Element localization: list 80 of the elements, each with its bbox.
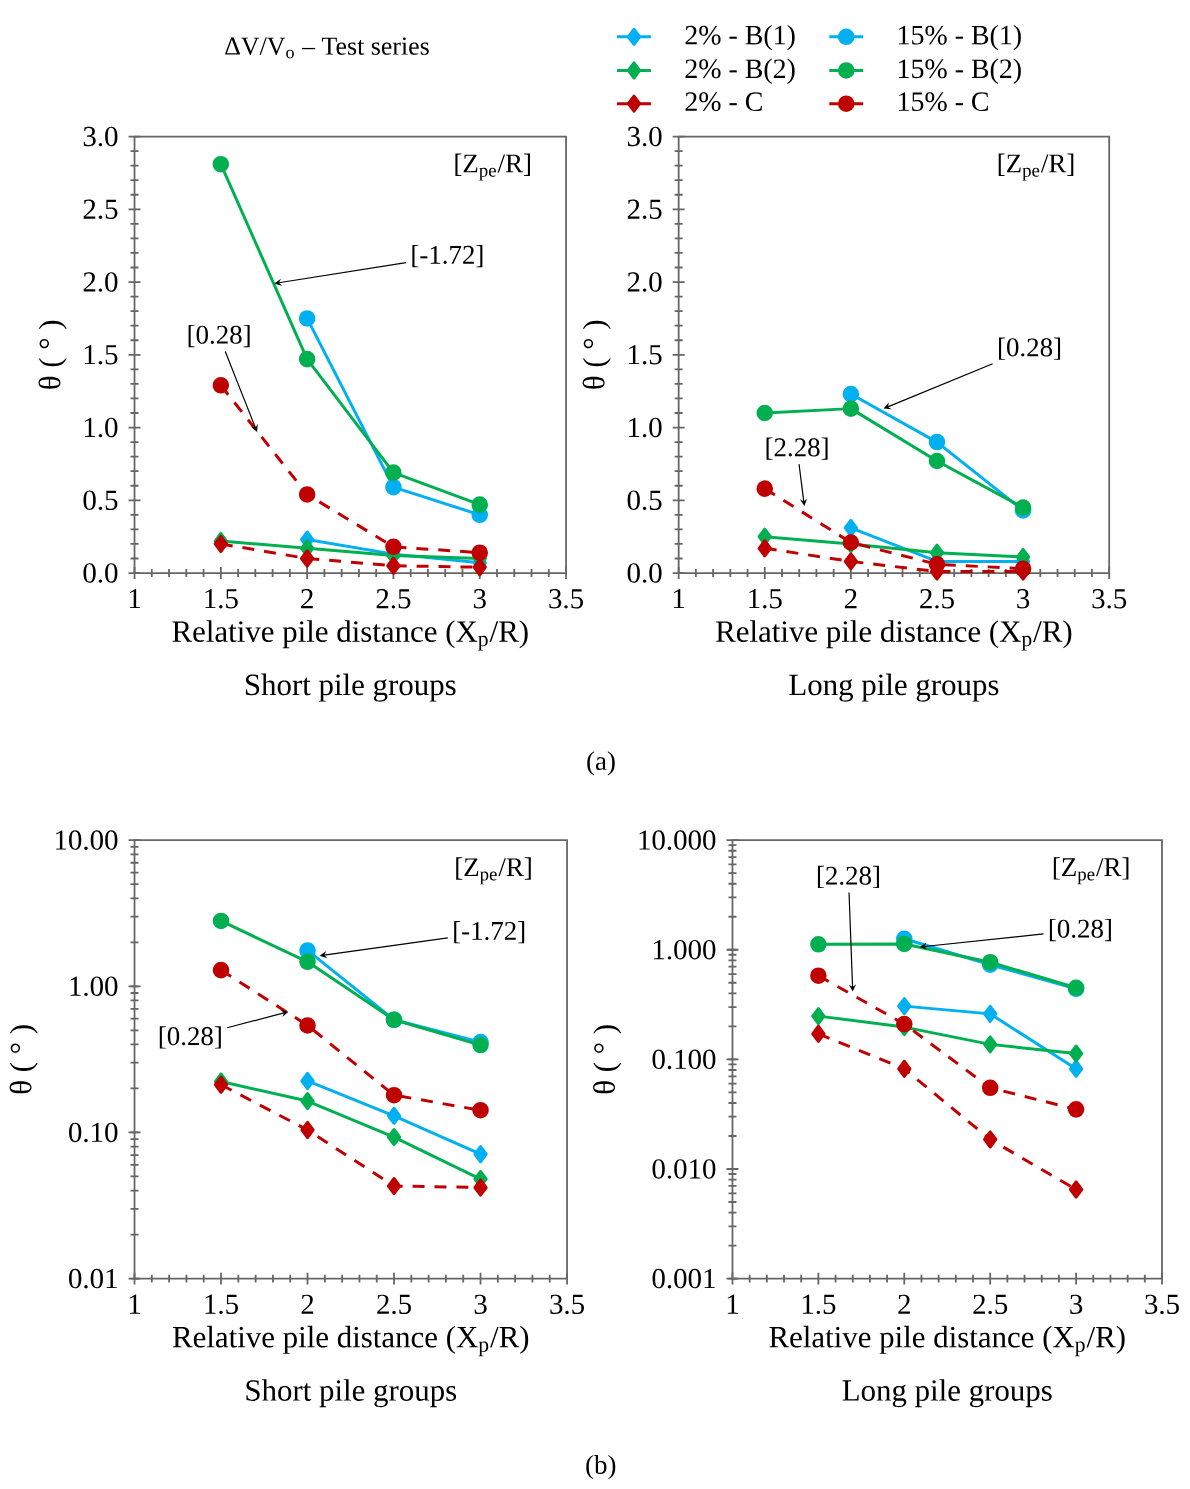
- y-tick-label: 3.0: [628, 126, 662, 147]
- x-axis-title: Relative pile distance (X$_{p}$/R): [172, 620, 528, 651]
- y-tick-label: 1.000: [654, 939, 716, 960]
- y-tick-label: 1.5: [629, 345, 662, 365]
- x-tick-label: 2.5: [376, 589, 411, 609]
- annotation: [Z$_{pe}$/R]: [456, 857, 531, 885]
- legend-label: 2% - C: [685, 92, 762, 112]
- legend-label: 15% - C: [899, 92, 989, 112]
- y-tick-label: 10.00: [56, 830, 118, 850]
- text: Long pile groups: [789, 673, 999, 702]
- y-tick-label: 1.5: [85, 345, 118, 365]
- text: (a): [587, 751, 615, 776]
- annotation: [Z$_{pe}$/R]: [1054, 857, 1129, 885]
- x-axis-title: Relative pile distance (X$_{p}$/R): [716, 620, 1072, 651]
- annotation: [2.28]: [766, 437, 828, 460]
- x-axis-title: Relative pile distance (X$_{p}$/R): [173, 1325, 529, 1357]
- y-tick-label: 0.01: [69, 1268, 117, 1289]
- y-tick-label: 0.10: [69, 1122, 118, 1143]
- y-axis-title: θ ( ° ): [582, 320, 611, 389]
- y-tick-label: 0.5: [627, 490, 662, 511]
- x-tick-label: 3.5: [1092, 589, 1127, 609]
- x-tick-label: 1.5: [205, 1294, 239, 1315]
- y-tick-label: 1.00: [70, 976, 118, 997]
- text: Long pile groups: [842, 1379, 1052, 1408]
- y-tick-label: 10.000: [639, 830, 716, 850]
- x-tick-label: 1: [130, 589, 141, 609]
- text: (b): [586, 1454, 616, 1480]
- y-tick-label: 0.001: [652, 1268, 715, 1289]
- x-tick-label: 3.5: [1145, 1294, 1180, 1315]
- y-tick-label: 2.0: [627, 272, 662, 292]
- y-tick-label: 2.0: [83, 272, 118, 292]
- x-tick-label: 3: [474, 1294, 487, 1315]
- y-axis-title: θ ( ° ): [9, 1025, 38, 1094]
- y-tick-label: 0.100: [652, 1049, 716, 1070]
- y-axis-title: θ ( ° ): [593, 1025, 622, 1094]
- y-tick-label: 1.0: [85, 417, 118, 438]
- x-tick-label: 2: [301, 589, 313, 609]
- x-tick-label: 3.5: [550, 1294, 585, 1315]
- y-tick-label: 0.5: [83, 490, 118, 511]
- x-tick-label: 3: [474, 589, 486, 609]
- x-tick-label: 3.5: [549, 589, 584, 609]
- annotation: [-1.72]: [412, 245, 483, 268]
- x-tick-label: 1: [130, 1294, 141, 1314]
- annotation: [-1.72]: [454, 921, 525, 944]
- legend-label: 15% - B(2): [899, 58, 1022, 84]
- y-tick-label: 1.0: [629, 417, 662, 438]
- annotation: [Z$_{pe}$/R]: [455, 153, 531, 181]
- annotation: [0.28]: [1050, 918, 1112, 942]
- annotation: [0.28]: [159, 1026, 221, 1049]
- annotation: [0.28]: [188, 324, 250, 348]
- text: Short pile groups: [246, 673, 456, 702]
- x-tick-label: 3: [1070, 1294, 1083, 1315]
- x-tick-label: 1: [674, 589, 685, 609]
- y-axis-title: θ ( ° ): [38, 320, 67, 389]
- x-tick-label: 1.5: [749, 589, 782, 609]
- legend-label: 15% - B(1): [899, 24, 1022, 51]
- y-tick-label: 0.010: [652, 1159, 716, 1179]
- legend-label: 2% - B(2): [685, 58, 795, 84]
- y-tick-label: 3.0: [83, 126, 118, 147]
- y-tick-label: 0.0: [627, 563, 662, 583]
- annotation: [0.28]: [999, 337, 1061, 360]
- legend-title: ΔV/V$_{o}$ – Test series: [225, 37, 429, 59]
- x-axis-title: Relative pile distance (X$_{p}$/R): [769, 1325, 1125, 1357]
- annotation: [Z$_{pe}$/R]: [998, 153, 1074, 181]
- x-tick-label: 3: [1017, 589, 1030, 609]
- legend-label: 2% - B(1): [685, 24, 795, 51]
- x-tick-label: 1.5: [205, 589, 238, 609]
- y-tick-label: 2.5: [627, 199, 662, 220]
- x-tick-label: 2.5: [920, 589, 955, 609]
- x-tick-label: 2: [845, 589, 857, 609]
- x-tick-label: 2.5: [377, 1294, 412, 1315]
- y-tick-label: 0.0: [83, 563, 118, 583]
- y-tick-label: 2.5: [83, 199, 118, 220]
- x-tick-label: 1.5: [803, 1294, 836, 1315]
- x-tick-label: 2.5: [973, 1294, 1008, 1315]
- x-tick-label: 1: [727, 1294, 739, 1314]
- text: Short pile groups: [246, 1379, 457, 1408]
- annotation: [2.28]: [818, 865, 880, 889]
- x-tick-label: 2: [301, 1294, 314, 1314]
- x-tick-label: 2: [898, 1294, 911, 1314]
